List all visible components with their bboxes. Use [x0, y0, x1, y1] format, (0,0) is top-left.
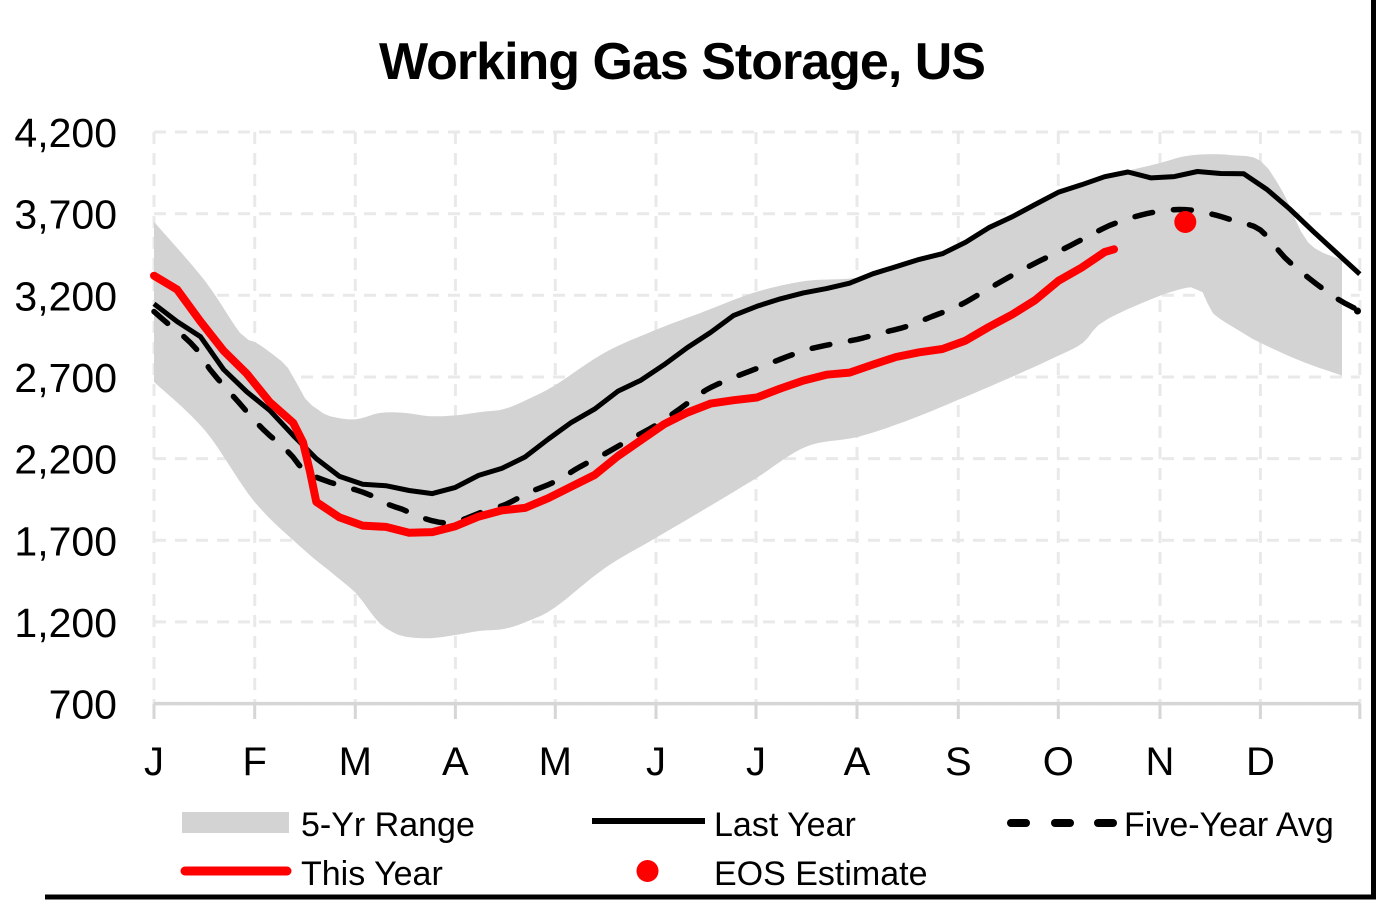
svg-text:Five-Year Avg: Five-Year Avg [1124, 806, 1334, 844]
svg-text:700: 700 [49, 682, 117, 728]
svg-text:J: J [144, 740, 164, 784]
svg-text:2,200: 2,200 [14, 437, 117, 483]
svg-text:J: J [646, 740, 666, 784]
svg-text:F: F [242, 740, 266, 784]
svg-text:D: D [1246, 740, 1275, 784]
svg-text:O: O [1043, 740, 1074, 784]
svg-text:EOS Estimate: EOS Estimate [714, 855, 928, 893]
svg-text:Working Gas Storage, US: Working Gas Storage, US [379, 33, 985, 91]
svg-text:M: M [339, 740, 372, 784]
svg-text:1,700: 1,700 [14, 518, 117, 564]
svg-text:M: M [539, 740, 572, 784]
svg-text:S: S [945, 740, 972, 784]
svg-text:A: A [442, 740, 469, 784]
svg-text:2,700: 2,700 [14, 355, 117, 401]
svg-text:A: A [844, 740, 871, 784]
svg-text:3,700: 3,700 [14, 192, 117, 238]
svg-text:5-Yr Range: 5-Yr Range [301, 806, 475, 844]
svg-text:4,200: 4,200 [14, 110, 117, 156]
svg-text:1,200: 1,200 [14, 600, 117, 646]
svg-text:J: J [746, 740, 766, 784]
svg-text:N: N [1146, 740, 1175, 784]
svg-text:Last Year: Last Year [714, 806, 856, 844]
svg-text:This Year: This Year [301, 855, 443, 893]
svg-text:3,200: 3,200 [14, 273, 117, 319]
